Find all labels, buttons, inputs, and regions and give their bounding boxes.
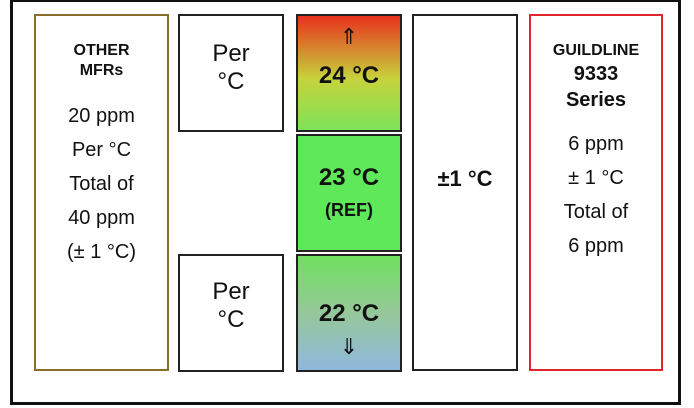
other-mfrs-line: 20 ppm bbox=[68, 105, 135, 127]
guildline-heading-3: Series bbox=[565, 89, 627, 111]
per-bottom-line2: °C bbox=[217, 306, 245, 333]
other-mfrs-heading-1: OTHER bbox=[73, 42, 130, 59]
other-mfrs-heading-2: MFRs bbox=[79, 62, 124, 79]
per-top-line2: °C bbox=[217, 68, 245, 95]
guildline-line: Total of bbox=[563, 201, 629, 223]
guildline-line: ± 1 °C bbox=[568, 167, 624, 189]
temp-22-label: 22 °C bbox=[318, 300, 380, 327]
guildline-heading-1: GUILDLINE bbox=[552, 42, 640, 59]
guildline-line: 6 ppm bbox=[568, 133, 624, 155]
temp-22-box: 22 °C ⇓ bbox=[296, 254, 402, 372]
other-mfrs-box: OTHER MFRs 20 ppm Per °C Total of 40 ppm… bbox=[34, 14, 169, 371]
guildline-heading-2: 9333 bbox=[573, 63, 619, 85]
temp-23-label: 23 °C bbox=[318, 164, 380, 191]
per-degree-bottom-box: Per °C bbox=[178, 254, 284, 372]
up-arrow-icon: ⇑ bbox=[339, 24, 359, 49]
guildline-line: 6 ppm bbox=[568, 235, 624, 257]
other-mfrs-line: (± 1 °C) bbox=[67, 241, 136, 263]
other-mfrs-line: Per °C bbox=[71, 139, 132, 161]
temp-23-ref-box: 23 °C (REF) bbox=[296, 134, 402, 252]
range-label: ±1 °C bbox=[437, 166, 493, 191]
ref-label: (REF) bbox=[325, 200, 373, 220]
other-mfrs-line: 40 ppm bbox=[68, 207, 135, 229]
per-bottom-line1: Per bbox=[212, 278, 250, 305]
temp-24-label: 24 °C bbox=[318, 62, 380, 89]
other-mfrs-line: Total of bbox=[69, 173, 134, 195]
per-degree-top-box: Per °C bbox=[178, 14, 284, 132]
down-arrow-icon: ⇓ bbox=[339, 334, 359, 359]
temp-24-box: ⇑ 24 °C bbox=[296, 14, 402, 132]
plus-minus-range-box: ±1 °C bbox=[412, 14, 518, 371]
guildline-box: GUILDLINE 9333 Series 6 ppm ± 1 °C Total… bbox=[529, 14, 663, 371]
per-top-line1: Per bbox=[212, 40, 250, 67]
